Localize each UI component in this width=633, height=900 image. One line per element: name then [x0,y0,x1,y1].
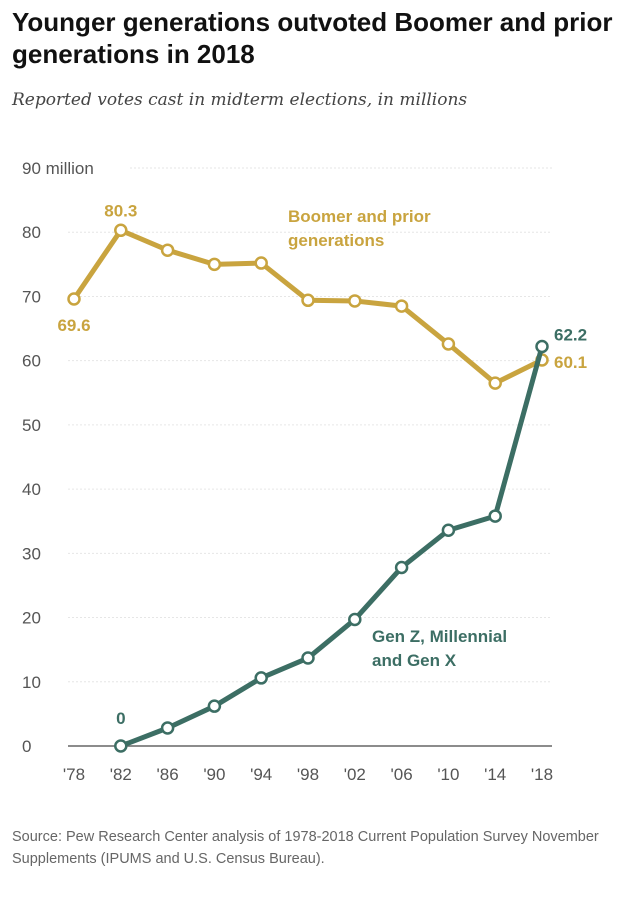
y-tick-label: 20 [22,609,41,628]
data-label: 69.6 [57,316,90,335]
data-point [207,699,222,713]
x-tick-label: '78 [63,765,85,784]
x-tick-label: '02 [344,765,366,784]
y-tick-label: 30 [22,544,41,563]
series-label: Boomer and prior [288,207,431,226]
data-point [348,612,362,627]
series-label: generations [288,231,384,250]
x-tick-label: '90 [203,765,225,784]
data-label: 62.2 [554,326,587,345]
data-point [254,671,268,685]
data-point [535,339,549,354]
y-tick-label: 80 [22,223,41,242]
x-tick-label: '82 [110,765,132,784]
y-tick-label: 10 [22,673,41,692]
data-point [254,256,268,270]
chart-subtitle: Reported votes cast in midterm elections… [12,90,468,110]
data-point [441,337,456,351]
data-point [114,223,128,238]
x-tick-label: '86 [157,765,179,784]
data-point [67,292,81,306]
x-tick-label: '98 [297,765,319,784]
x-tick-label: '18 [531,765,553,784]
x-tick-label: '14 [484,765,506,784]
y-tick-label: 60 [22,352,41,371]
x-tick-label: '10 [437,765,459,784]
x-tick-label: '94 [250,765,272,784]
source-note: Source: Pew Research Center analysis of … [12,829,599,867]
chart-title: Younger generations outvoted Boomer and … [12,7,613,69]
data-point [301,651,315,665]
series-label: Gen Z, Millennial [372,627,507,646]
y-tick-label: 40 [22,480,41,499]
y-tick-label: 90 million [22,159,94,178]
data-point [488,509,502,523]
data-point [301,293,315,308]
series-label: and Gen X [372,651,457,670]
data-point [160,243,175,257]
data-point [441,523,456,537]
data-point [394,560,409,575]
data-point [114,739,128,753]
y-tick-label: 0 [22,737,31,756]
y-tick-label: 70 [22,287,41,306]
data-point [394,299,409,313]
data-label: 80.3 [104,201,137,220]
data-point [488,376,502,390]
y-tick-label: 50 [22,416,41,435]
x-tick-label: '06 [391,765,413,784]
data-point [160,721,175,735]
data-point [207,257,222,272]
series-line-1 [119,345,545,749]
data-point [348,294,362,308]
data-label: 60.1 [554,353,587,372]
data-label: 0 [116,709,125,728]
